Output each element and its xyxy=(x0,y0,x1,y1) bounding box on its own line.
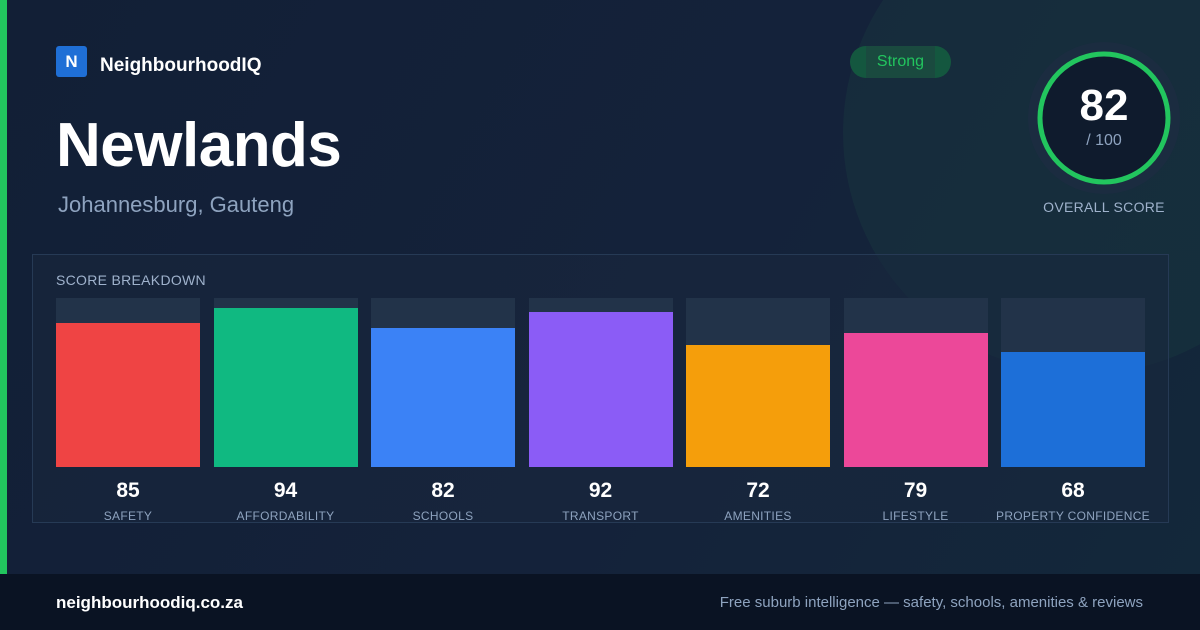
bar-value-label: 92 xyxy=(588,479,613,502)
bar-value-label: 82 xyxy=(431,479,455,502)
bar-track xyxy=(528,298,673,467)
bar-column: 92 TRANSPORT xyxy=(528,298,673,523)
footer: neighbourhoodiq.co.za Free suburb intell… xyxy=(0,574,1200,630)
score-ring xyxy=(1028,42,1180,194)
bar-category-label: PROPERTY CONFIDENCE xyxy=(996,509,1150,523)
bar-category-label: SAFETY xyxy=(103,509,153,523)
bar xyxy=(528,312,673,467)
bar-column: 85 SAFETY xyxy=(56,298,200,523)
brand-logo-icon: N xyxy=(56,46,87,77)
bar-column: 82 SCHOOLS xyxy=(371,298,515,523)
bar xyxy=(686,345,830,467)
score-ring-arc xyxy=(1037,51,1171,185)
brand[interactable]: N NeighbourhoodIQ xyxy=(56,46,261,77)
bar-value-label: 72 xyxy=(746,479,770,502)
bar-column: 94 AFFORDABILITY xyxy=(213,298,358,523)
bar-column: 68 PROPERTY CONFIDENCE xyxy=(996,298,1150,523)
brand-name: NeighbourhoodIQ xyxy=(100,54,262,76)
bar-track xyxy=(1001,298,1145,467)
footer-url[interactable]: neighbourhoodiq.co.za xyxy=(56,593,243,612)
bar-value-label: 68 xyxy=(1061,479,1085,502)
score-ring-inner xyxy=(1042,56,1166,180)
bar-track xyxy=(371,298,515,467)
overall-score-denominator: / 100 xyxy=(1086,132,1122,149)
score-breakdown-panel: SCORE BREAKDOWN 85 SAFETY 94 AFFORDABILITY 8… xyxy=(32,254,1169,523)
bar-track xyxy=(213,298,358,467)
bar-value-label: 79 xyxy=(903,479,928,502)
bar-category-label: AFFORDABILITY xyxy=(236,509,335,523)
bar xyxy=(1001,352,1145,467)
bar-track xyxy=(843,298,988,467)
rating-badge: Strong xyxy=(850,46,951,78)
bar-track xyxy=(686,298,830,467)
bar-column: 72 AMENITIES xyxy=(686,298,830,523)
score-breakdown-title: SCORE BREAKDOWN xyxy=(56,272,206,288)
overall-score-value: 82 xyxy=(1079,81,1129,130)
suburb-name: Newlands xyxy=(56,111,342,180)
bar xyxy=(843,333,988,467)
accent-bar xyxy=(0,0,7,574)
bar-value-label: 94 xyxy=(273,479,298,502)
bar xyxy=(56,323,200,467)
footer-tagline: Free suburb intelligence — safety, schoo… xyxy=(719,594,1143,611)
bar-track xyxy=(56,298,200,467)
bar-column: 79 LIFESTYLE xyxy=(843,298,988,523)
bar-category-label: TRANSPORT xyxy=(562,509,639,523)
overall-score-caption: OVERALL SCORE xyxy=(1043,199,1165,215)
suburb-location: Johannesburg, Gauteng xyxy=(58,192,295,217)
bar-category-label: SCHOOLS xyxy=(412,509,474,523)
rating-badge-label: Strong xyxy=(876,53,925,70)
bar-category-label: AMENITIES xyxy=(724,509,792,523)
bar-value-label: 85 xyxy=(116,479,140,502)
bar xyxy=(213,308,358,467)
bar-category-label: LIFESTYLE xyxy=(882,509,949,523)
bar xyxy=(371,328,515,467)
